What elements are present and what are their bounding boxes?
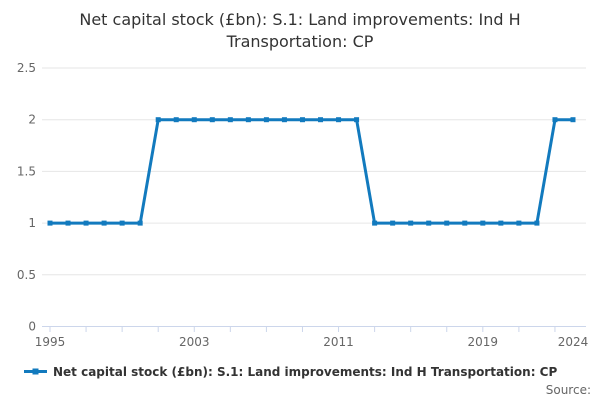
data-point-marker[interactable] (173, 117, 179, 123)
chart-title: Net capital stock (£bn): S.1: Land impro… (0, 9, 600, 53)
data-point-marker[interactable] (570, 117, 576, 123)
data-point-marker[interactable] (372, 220, 378, 226)
data-point-marker[interactable] (101, 220, 107, 226)
data-point-marker[interactable] (299, 117, 305, 123)
data-point-marker[interactable] (534, 220, 540, 226)
data-point-marker[interactable] (83, 220, 89, 226)
data-point-marker[interactable] (47, 220, 53, 226)
data-point-marker[interactable] (227, 117, 233, 123)
legend-label: Net capital stock (£bn): S.1: Land impro… (53, 364, 558, 379)
data-point-marker[interactable] (318, 117, 324, 123)
data-point-marker[interactable] (552, 117, 558, 123)
legend-item[interactable]: Net capital stock (£bn): S.1: Land impro… (24, 363, 557, 380)
source-label: Source: (545, 383, 591, 397)
data-point-marker[interactable] (390, 220, 396, 226)
data-point-marker[interactable] (462, 220, 468, 226)
y-tick-label: 0 (28, 320, 36, 334)
x-tick-label: 1995 (35, 335, 66, 349)
data-point-marker[interactable] (65, 220, 71, 226)
data-point-marker[interactable] (498, 220, 504, 226)
data-point-marker[interactable] (191, 117, 197, 123)
data-point-marker[interactable] (209, 117, 215, 123)
data-point-marker[interactable] (281, 117, 287, 123)
x-tick-label: 2011 (323, 335, 354, 349)
x-tick-label: 2019 (468, 335, 499, 349)
x-tick-label: 2024 (558, 335, 589, 349)
data-point-marker[interactable] (155, 117, 161, 123)
y-tick-label: 2.5 (17, 61, 36, 75)
series-line[interactable] (48, 118, 575, 225)
y-tick-label: 0.5 (17, 268, 36, 282)
chart-title-line-2: Transportation: CP (226, 32, 374, 51)
y-tick-label: 2 (28, 113, 36, 127)
data-point-marker[interactable] (336, 117, 342, 123)
data-point-marker[interactable] (137, 220, 143, 226)
data-point-marker[interactable] (480, 220, 486, 226)
y-tick-label: 1 (28, 216, 36, 230)
y-tick-label: 1.5 (17, 164, 36, 178)
legend-line-marker-icon (24, 368, 47, 375)
data-point-marker[interactable] (408, 220, 414, 226)
data-point-marker[interactable] (444, 220, 450, 226)
data-point-marker[interactable] (119, 220, 125, 226)
chart-title-line-1: Net capital stock (£bn): S.1: Land impro… (79, 10, 521, 29)
data-point-marker[interactable] (516, 220, 522, 226)
data-point-marker[interactable] (245, 117, 251, 123)
data-point-marker[interactable] (354, 117, 360, 123)
data-point-marker[interactable] (426, 220, 432, 226)
x-tick-label: 2003 (179, 335, 210, 349)
data-point-marker[interactable] (263, 117, 269, 123)
